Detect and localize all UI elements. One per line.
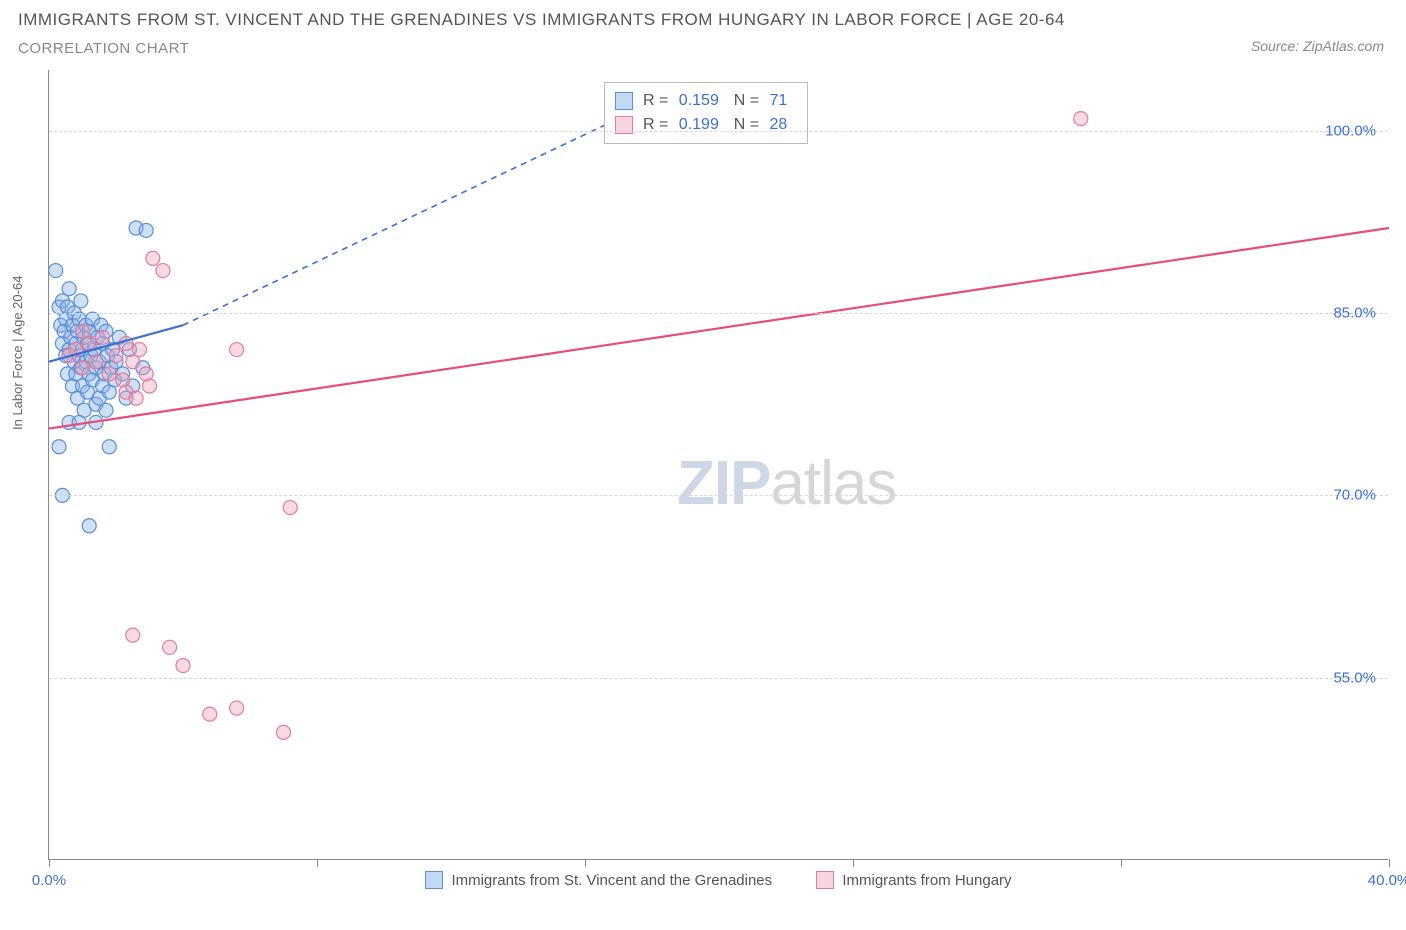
gridline	[49, 313, 1388, 314]
legend-swatch-blue	[425, 871, 443, 889]
y-tick-label: 55.0%	[1333, 669, 1376, 686]
y-tick-label: 70.0%	[1333, 487, 1376, 504]
x-tick	[317, 859, 318, 867]
x-tick-label: 0.0%	[32, 872, 66, 889]
legend-label-series1: Immigrants from St. Vincent and the Gren…	[451, 872, 772, 889]
trend-line	[49, 228, 1389, 429]
x-tick	[49, 859, 50, 867]
legend-swatch-pink	[816, 871, 834, 889]
y-tick-label: 85.0%	[1333, 305, 1376, 322]
stats-swatch	[615, 92, 633, 110]
gridline	[49, 131, 1388, 132]
x-tick	[1121, 859, 1122, 867]
stats-n-label: N =	[725, 92, 764, 110]
x-tick	[853, 859, 854, 867]
source-label: Source: ZipAtlas.com	[1251, 38, 1384, 54]
legend-item-series2: Immigrants from Hungary	[816, 871, 1011, 889]
stats-row: R = 0.199 N = 28	[615, 113, 793, 137]
chart-plot-area: ZIPatlas R = 0.159 N = 71R = 0.199 N = 2…	[48, 70, 1388, 860]
stats-r-label: R =	[643, 92, 673, 110]
trend-line-extension	[183, 119, 619, 326]
y-axis-label: In Labor Force | Age 20-64	[10, 276, 25, 430]
page-title: IMMIGRANTS FROM ST. VINCENT AND THE GREN…	[18, 10, 1065, 30]
correlation-stats-box: R = 0.159 N = 71R = 0.199 N = 28	[604, 82, 808, 144]
x-tick	[1389, 859, 1390, 867]
gridline	[49, 495, 1388, 496]
x-tick	[585, 859, 586, 867]
trend-layer	[49, 70, 1388, 859]
stats-row: R = 0.159 N = 71	[615, 89, 793, 113]
gridline	[49, 678, 1388, 679]
page-subtitle: CORRELATION CHART	[18, 40, 189, 57]
y-tick-label: 100.0%	[1325, 122, 1376, 139]
stats-n-value: 71	[770, 92, 788, 110]
legend-item-series1: Immigrants from St. Vincent and the Gren…	[425, 871, 772, 889]
stats-r-value: 0.159	[679, 92, 719, 110]
legend-label-series2: Immigrants from Hungary	[842, 872, 1011, 889]
trend-line	[49, 325, 183, 361]
legend: Immigrants from St. Vincent and the Gren…	[49, 871, 1388, 893]
x-tick-label: 40.0%	[1368, 872, 1406, 889]
